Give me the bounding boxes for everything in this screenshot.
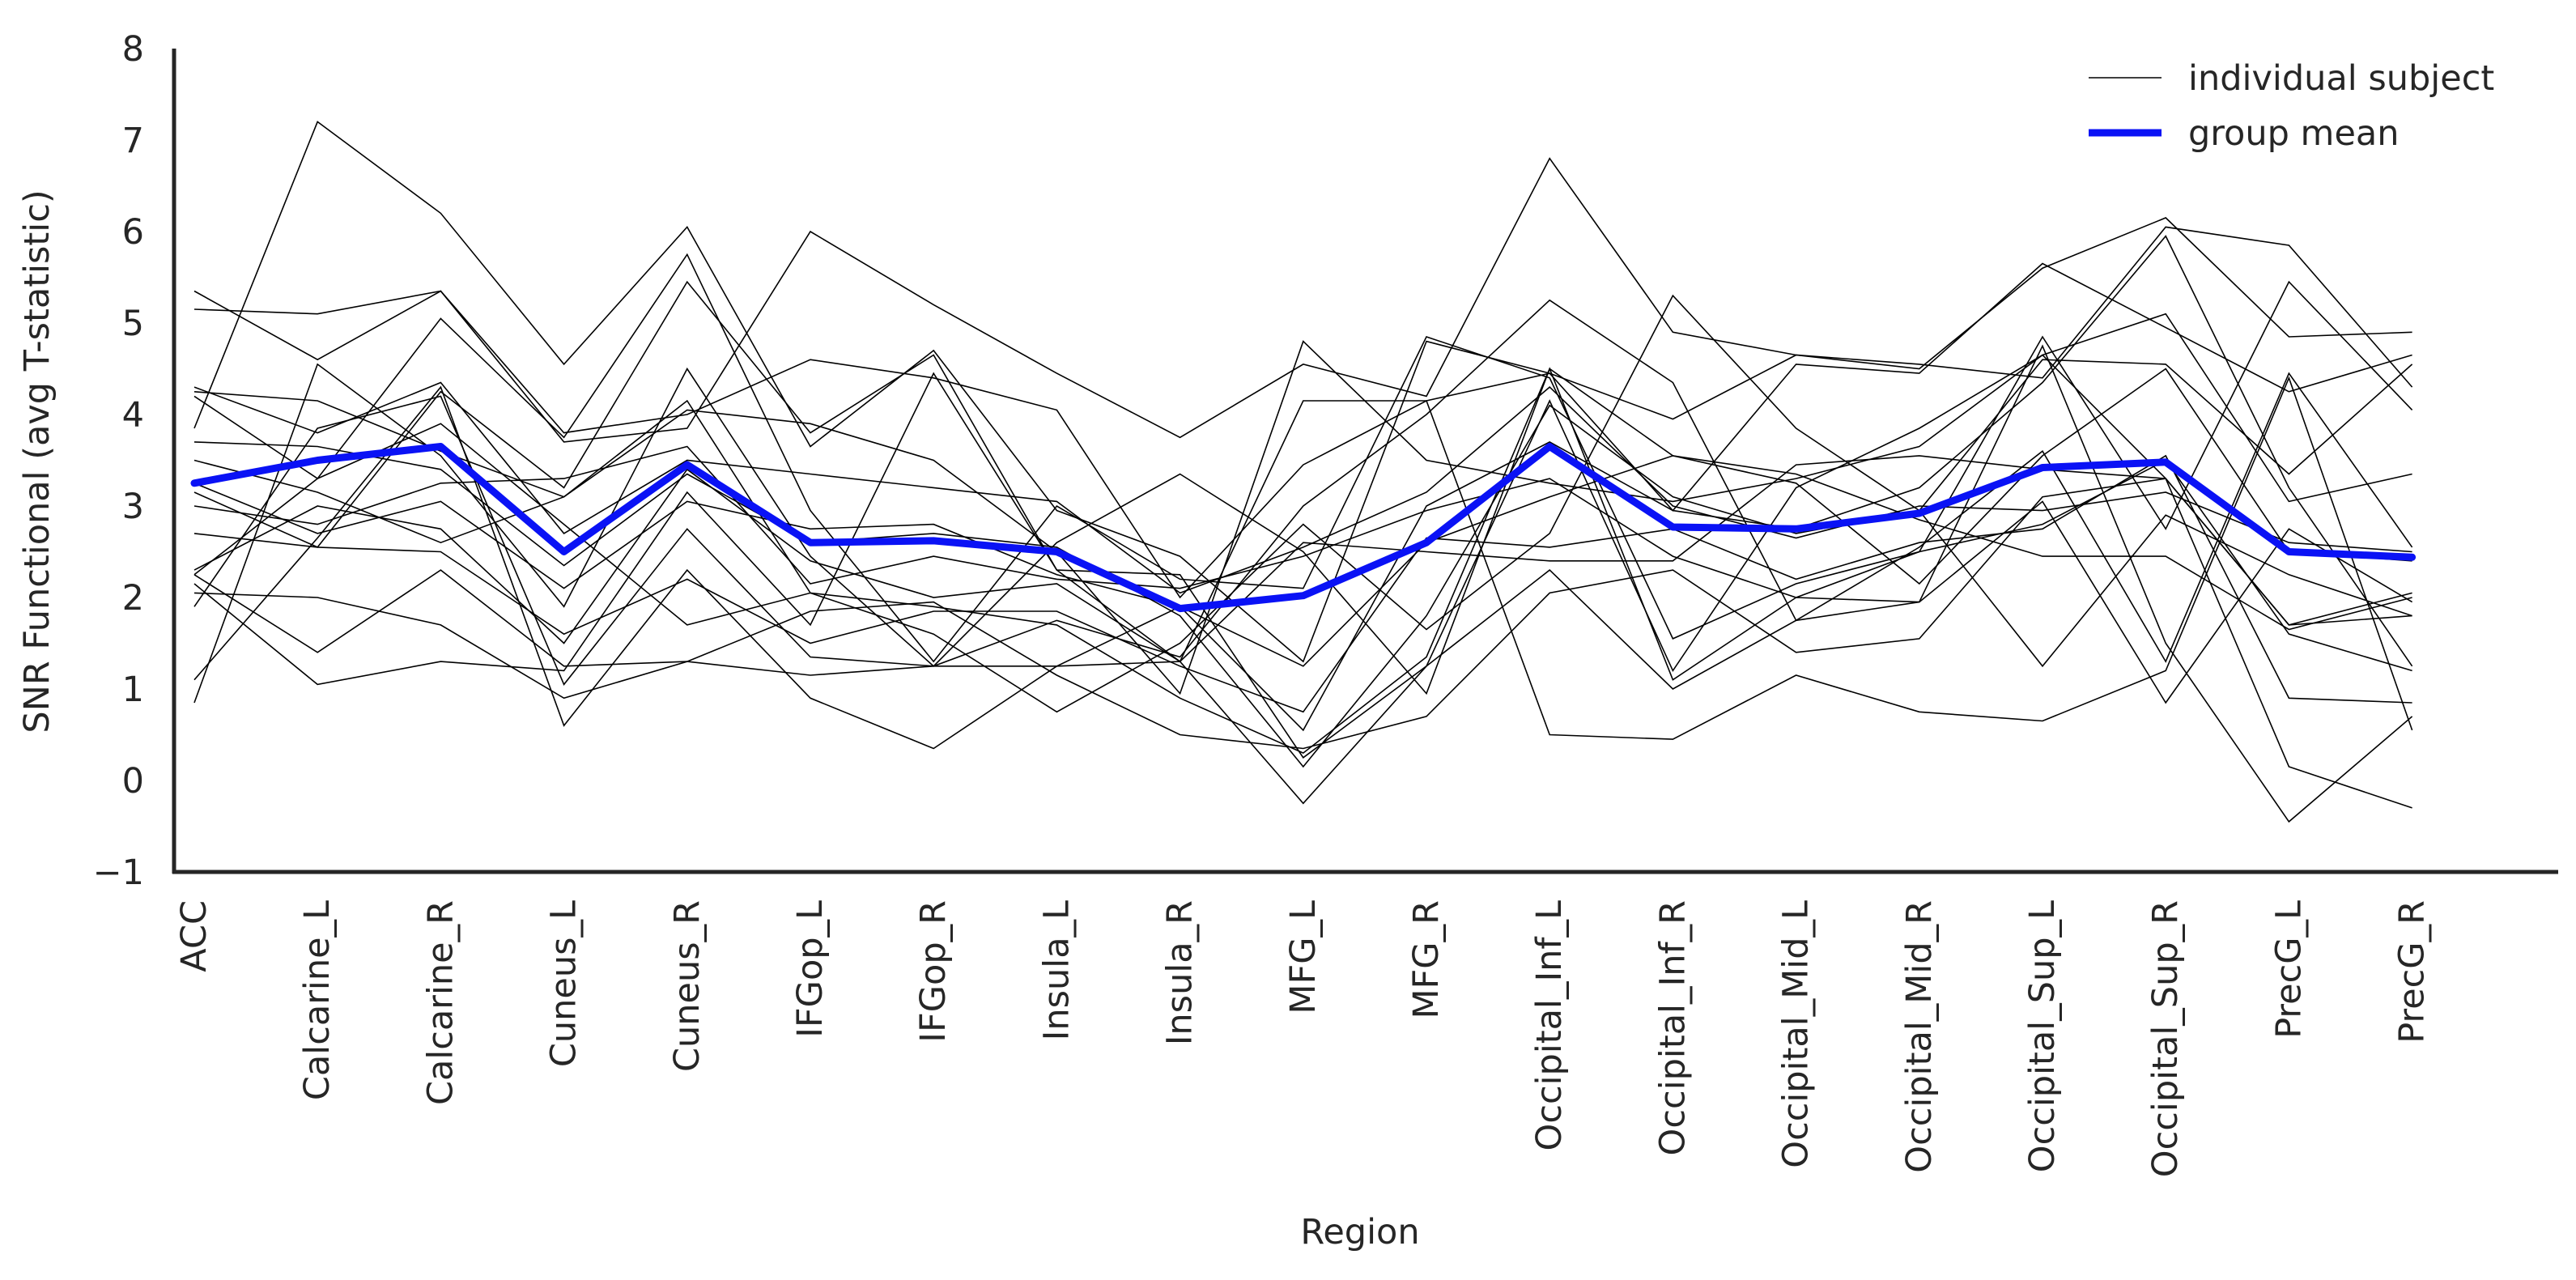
y-tick-label: 0 bbox=[122, 761, 144, 802]
y-tick-labels: −1 0 1 2 3 4 5 6 7 8 bbox=[93, 29, 144, 893]
individual-subject-line-13 bbox=[193, 354, 2412, 809]
x-tick-label: Calcarine_R bbox=[420, 900, 461, 1105]
x-tick-label: ACC bbox=[174, 900, 215, 972]
y-tick-label: 8 bbox=[122, 29, 144, 70]
x-tick-label: Cuneus_R bbox=[667, 900, 708, 1072]
x-tick-label: Occipital_Mid_R bbox=[1899, 900, 1940, 1173]
x-tick-label: Occipital_Mid_L bbox=[1776, 900, 1817, 1168]
y-tick-label: 5 bbox=[122, 304, 144, 344]
legend: individual subject group mean bbox=[2089, 58, 2494, 154]
individual-subject-line-2 bbox=[193, 121, 2413, 663]
individual-subject-line-16 bbox=[193, 253, 2413, 663]
individual-subject-line-19 bbox=[193, 294, 2412, 713]
y-tick-label: 2 bbox=[122, 578, 144, 619]
y-axis-title: SNR Functional (avg T-statistic) bbox=[17, 189, 57, 733]
group-mean-line bbox=[190, 443, 2417, 613]
x-tick-label: Insula_R bbox=[1160, 900, 1201, 1045]
x-axis-title: Region bbox=[1300, 1212, 1419, 1252]
y-tick-label: 6 bbox=[122, 212, 144, 253]
x-tick-label: PrecG_L bbox=[2268, 900, 2309, 1039]
x-tick-label: PrecG_R bbox=[2392, 900, 2433, 1044]
individual-subject-line-17 bbox=[193, 235, 2413, 732]
individual-subject-line-7 bbox=[193, 445, 2412, 672]
individual-subject-line-15 bbox=[193, 313, 2412, 695]
individual-subject-line-3 bbox=[193, 157, 2412, 443]
x-tick-label: Insula_L bbox=[1036, 900, 1077, 1040]
x-tick-label: Occipital_Sup_R bbox=[2145, 900, 2186, 1177]
individual-subject-line-9 bbox=[193, 454, 2412, 713]
axes bbox=[172, 49, 2558, 874]
x-tick-label: Occipital_Inf_R bbox=[1652, 900, 1693, 1155]
individual-subject-line-8 bbox=[193, 455, 2412, 667]
individual-subject-line-14 bbox=[193, 299, 2413, 704]
individual-subject-line-1 bbox=[193, 262, 2412, 599]
y-tick-label: 4 bbox=[122, 395, 144, 436]
legend-mean-label: group mean bbox=[2188, 113, 2400, 154]
individual-subject-line-4 bbox=[193, 381, 2412, 594]
y-tick-label: 1 bbox=[122, 670, 144, 710]
individual-subject-lines bbox=[193, 121, 2413, 823]
x-tick-label: Occipital_Sup_L bbox=[2022, 900, 2063, 1172]
individual-subject-line-6 bbox=[193, 359, 2413, 768]
y-tick-label: 7 bbox=[122, 121, 144, 161]
x-tick-label: MFG_R bbox=[1406, 900, 1447, 1019]
x-tick-label: Cuneus_L bbox=[544, 900, 584, 1067]
group-mean-line-group bbox=[190, 443, 2417, 613]
individual-subject-line-20 bbox=[193, 280, 2413, 759]
x-tick-label: Calcarine_L bbox=[297, 900, 338, 1100]
y-tick-label: −1 bbox=[93, 853, 144, 893]
legend-individual-label: individual subject bbox=[2188, 58, 2494, 99]
y-tick-label: 3 bbox=[122, 487, 144, 527]
individual-subject-line-18 bbox=[193, 372, 2413, 740]
individual-subject-line-12 bbox=[193, 344, 2413, 823]
x-tick-label: IFGop_R bbox=[913, 900, 954, 1043]
individual-subject-line-10 bbox=[193, 455, 2412, 663]
individual-subject-line-11 bbox=[193, 478, 2412, 750]
x-tick-label: Occipital_Inf_L bbox=[1529, 900, 1570, 1151]
x-tick-label: IFGop_L bbox=[790, 900, 831, 1038]
x-tick-labels: ACC Calcarine_L Calcarine_R Cuneus_L Cuneus_… bbox=[174, 900, 2433, 1177]
x-tick-label: MFG_L bbox=[1283, 900, 1324, 1014]
